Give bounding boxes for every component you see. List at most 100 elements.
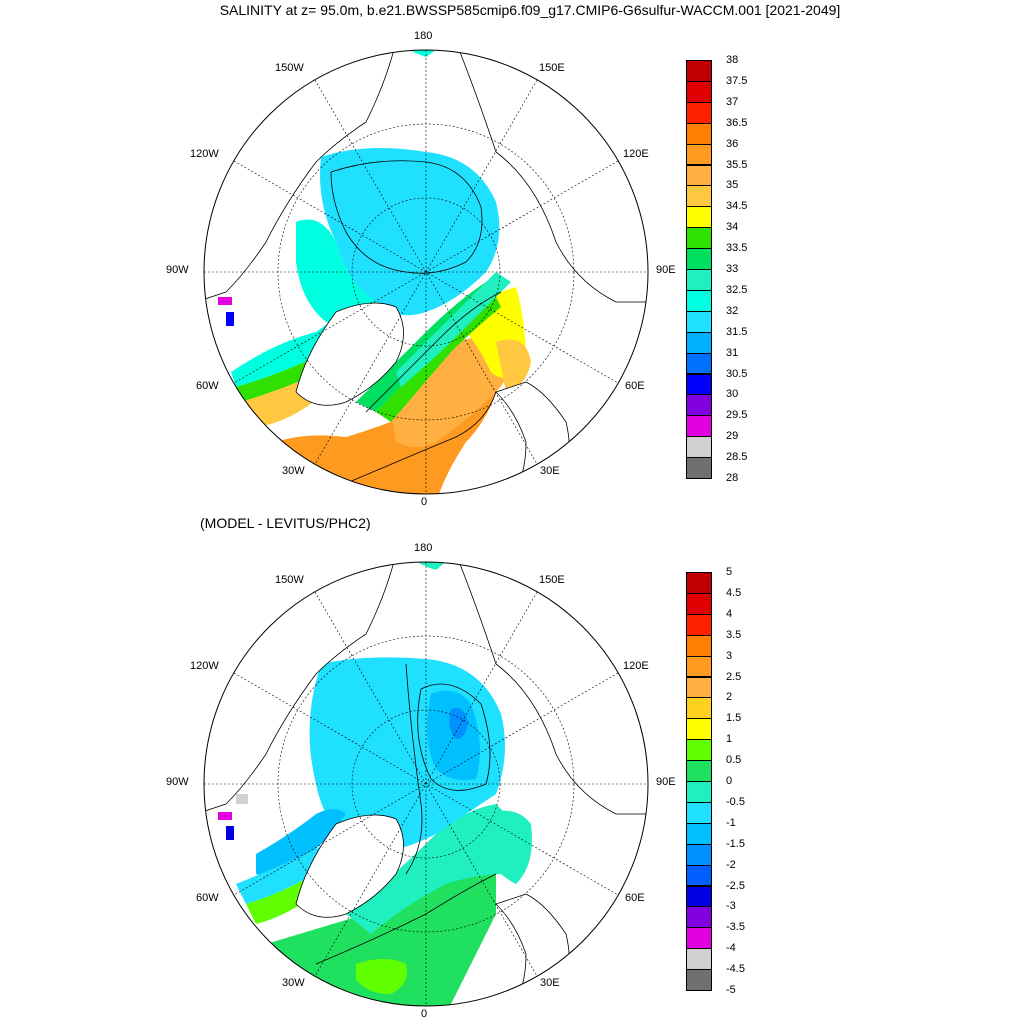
colorbar-tick-label: -0.5: [726, 795, 745, 808]
lon-label: 60W: [196, 380, 219, 392]
colorbar-tick-label: 1: [726, 733, 733, 746]
colorbar-swatch: [686, 122, 712, 145]
contour-line: [405, 663, 423, 875]
colorbar-tick-label: 28.5: [726, 451, 748, 464]
colorbar-swatch: [686, 739, 712, 762]
colorbar-tick-label: 31: [726, 346, 739, 359]
colorbar-swatch: [686, 373, 712, 396]
colorbar-swatch: [686, 331, 712, 354]
colorbar-swatch: [686, 164, 712, 187]
colorbar-tick-label: 30: [726, 388, 739, 401]
graticule: [204, 562, 648, 1006]
colorbar-tick-label: 3: [726, 649, 733, 662]
colorbar-tick-label: 37.5: [726, 74, 748, 87]
lon-label: 0: [421, 1008, 428, 1020]
colorbar-swatch: [686, 676, 712, 699]
lon-label: 60E: [625, 380, 645, 392]
field-region: [226, 826, 234, 840]
lon-label: 120W: [190, 660, 219, 672]
colorbar-swatch: [686, 655, 712, 678]
colorbar-swatch: [686, 206, 712, 229]
colorbar-swatch: [686, 394, 712, 417]
colorbar-swatch: [686, 101, 712, 124]
difference-map-panel: [196, 554, 656, 1014]
colorbar-tick-label: 2: [726, 691, 733, 704]
salinity-map-panel: [196, 42, 656, 502]
colorbar-tick-label: 3.5: [726, 628, 742, 641]
lon-label: 150E: [539, 574, 565, 586]
lon-label: 60E: [625, 892, 645, 904]
colorbar-tick-label: -1: [726, 816, 736, 829]
field-region: [376, 297, 501, 422]
colorbar-tick-label: -4.5: [726, 963, 745, 976]
lon-label: 90W: [166, 776, 189, 788]
colorbar-swatch: [686, 143, 712, 166]
colorbar-tick-label: 5: [726, 566, 733, 578]
colorbar-swatch: [686, 760, 712, 782]
colorbar-tick-label: 38: [726, 54, 739, 66]
lon-label: 60W: [196, 892, 219, 904]
colorbar-tick-label: 0.5: [726, 754, 742, 767]
colorbar-swatch: [686, 572, 712, 594]
colorbar-swatch: [686, 592, 712, 615]
colorbar-tick-label: 31.5: [726, 325, 748, 338]
colorbar-swatch: [686, 718, 712, 741]
colorbar-swatch: [686, 843, 712, 866]
colorbar-tick-label: 35: [726, 179, 739, 192]
map-boundary: [203, 49, 649, 495]
graticule: [204, 50, 648, 494]
lon-label: 120E: [623, 660, 649, 672]
colorbar-tick-label: 30.5: [726, 367, 748, 380]
colorbar-tick-label: -3.5: [726, 921, 745, 934]
contour-line: [325, 391, 497, 493]
colorbar-tick-label: -1.5: [726, 837, 745, 850]
colorbar-tick-label: 35.5: [726, 158, 748, 171]
lon-label: 150W: [275, 574, 304, 586]
colorbar-swatch: [686, 227, 712, 250]
field-region: [236, 844, 336, 904]
colorbar-swatch: [686, 436, 712, 459]
field-region: [396, 272, 511, 387]
land-greenland: [295, 302, 404, 406]
colorbar-salinity: 38 37.5 37 36.5 36 35.5 35 34.5 34 33.5 33 32.5 32 31…: [686, 54, 747, 484]
colorbar-tick-label: 1.5: [726, 712, 742, 725]
chart-title: SALINITY at z= 95.0m, b.e21.BWSSP585cmip…: [219, 2, 841, 18]
colorbar-tick-label: 33.5: [726, 242, 748, 255]
lon-label: 90E: [656, 776, 676, 788]
colorbar-tick-label: 4: [726, 607, 733, 620]
colorbar-swatch: [686, 634, 712, 657]
colorbar-tick-label: 33: [726, 263, 739, 275]
colorbar-swatch: [686, 613, 712, 636]
difference-map: [203, 561, 649, 1007]
colorbar-swatch: [686, 864, 712, 887]
colorbar-swatch: [686, 885, 712, 908]
colorbar-swatch: [686, 781, 712, 803]
lon-label: 90W: [166, 264, 189, 276]
colorbar-tick-label: -5: [726, 984, 736, 996]
colorbar-tick-label: 28: [726, 472, 739, 484]
field-region: [320, 148, 500, 316]
colorbar-tick-label: 34: [726, 221, 739, 234]
salinity-map: [203, 49, 649, 495]
lon-label: 150W: [275, 62, 304, 74]
colorbar-tick-label: -2.5: [726, 879, 745, 892]
colorbar-swatch: [686, 927, 712, 950]
lon-label: 30E: [540, 465, 560, 477]
lon-label: 30E: [540, 977, 560, 989]
colorbar-swatch: [686, 269, 712, 291]
colorbar-swatch: [686, 60, 712, 82]
colorbar-tick-label: 2.5: [726, 670, 742, 683]
colorbar-swatch: [686, 352, 712, 375]
lon-label: 120E: [623, 148, 649, 160]
field-region: [356, 959, 407, 994]
field-region: [226, 312, 234, 326]
colorbar-difference: 5 4.5 4 3.5 3 2.5 2 1.5 1 0.5 0 -0.5 -1 -1.5 -2 -2.5 -3 -…: [686, 566, 745, 996]
colorbar-tick-label: 37: [726, 95, 739, 108]
colorbar-tick-label: -4: [726, 942, 736, 955]
field-region: [346, 804, 518, 934]
colorbar-tick-label: 4.5: [726, 586, 742, 599]
colorbar-tick-label: 0: [726, 775, 733, 787]
field-region: [496, 339, 531, 392]
field-region: [236, 794, 248, 804]
land-greenland: [295, 814, 404, 918]
